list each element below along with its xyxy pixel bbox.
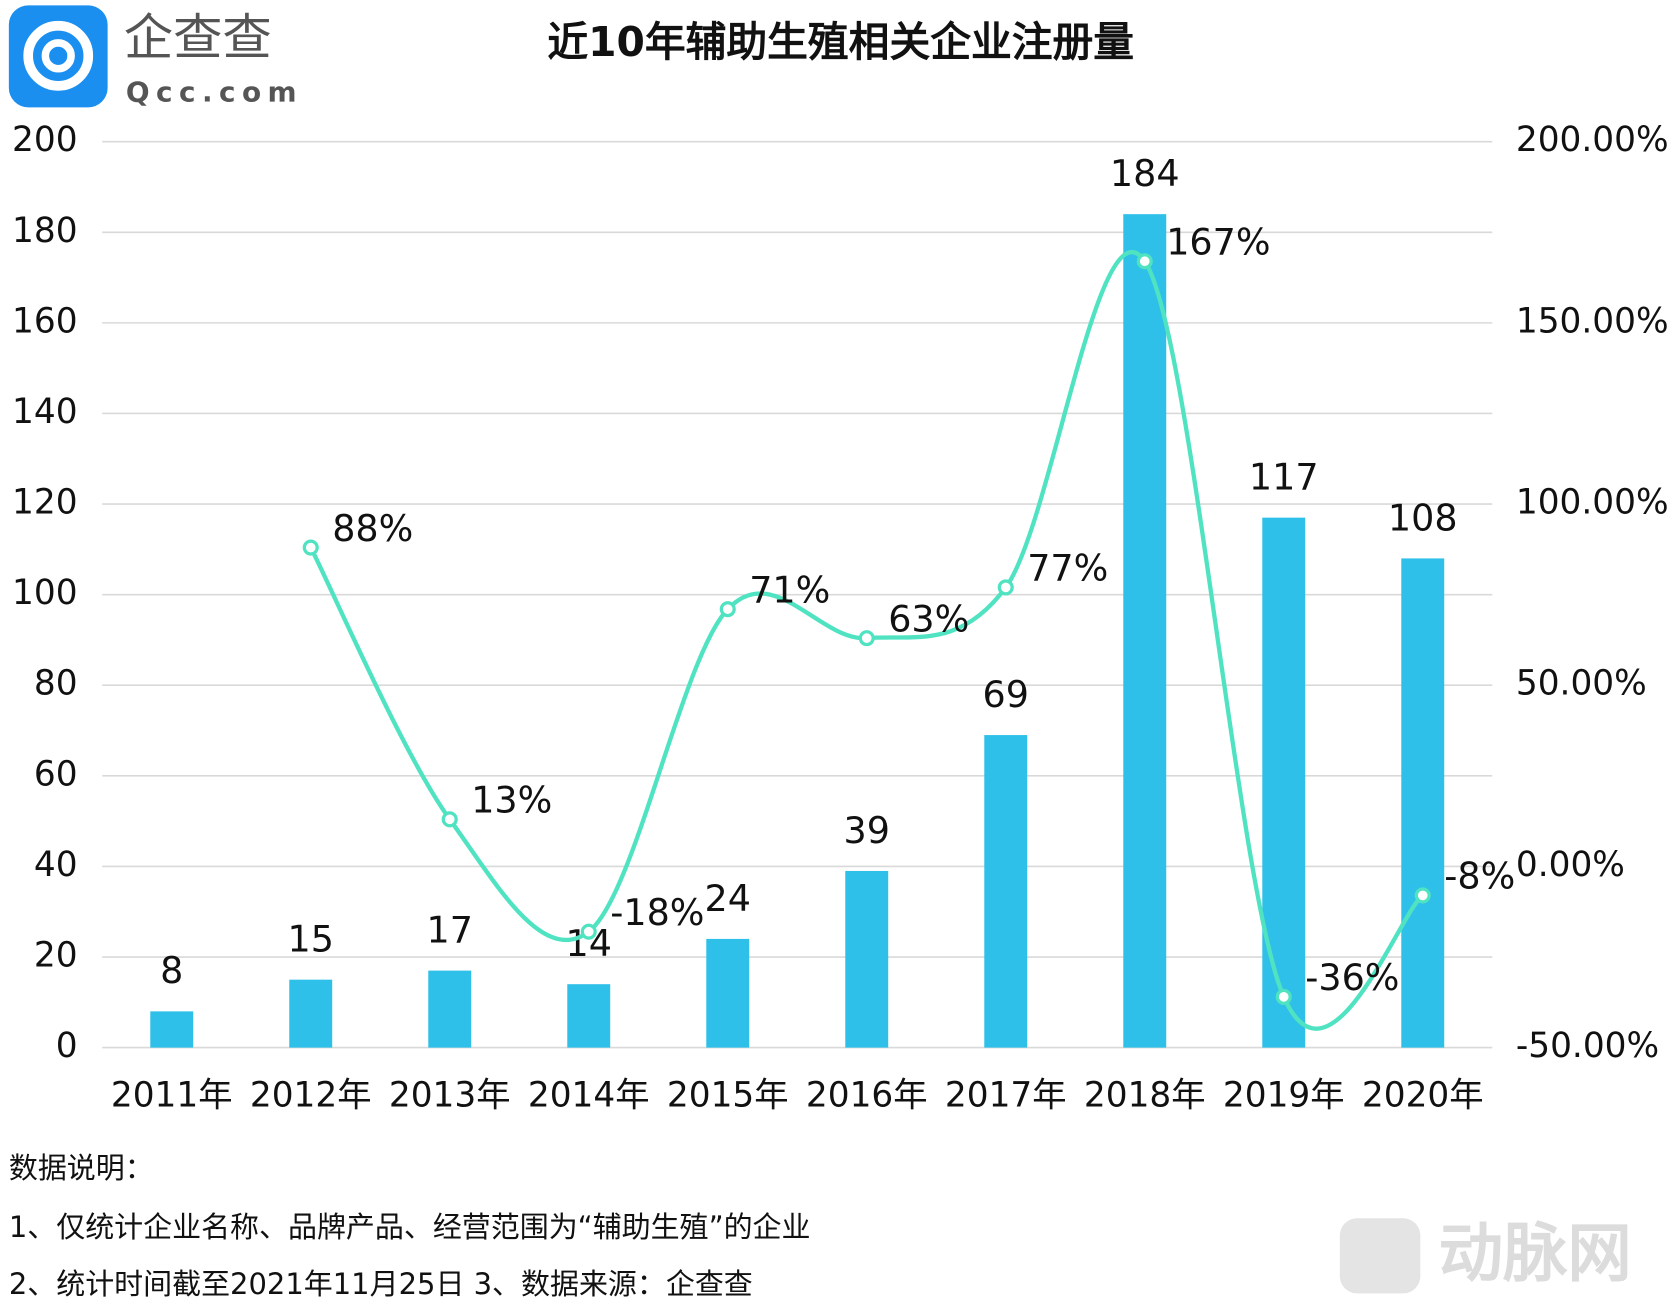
data-label: 117 (1249, 456, 1319, 499)
y-tick-label: 80 (34, 664, 78, 704)
bar (567, 984, 611, 1048)
line-point (441, 811, 458, 828)
line-point (302, 539, 319, 556)
x-tick-label: 2011年 (111, 1075, 233, 1115)
bar (1262, 517, 1306, 1048)
y-tick-label: 60 (34, 754, 78, 794)
line-point (997, 579, 1014, 596)
data-label: -18% (610, 891, 704, 934)
y-tick-label: 120 (12, 483, 78, 523)
y-tick-label: 40 (34, 845, 78, 885)
y-tick-label: 0 (56, 1026, 78, 1066)
y-tick-label: 200 (12, 120, 78, 160)
data-label: 63% (888, 597, 969, 640)
line-point (858, 630, 875, 647)
y2-tick-label: 0.00% (1516, 845, 1625, 885)
y-tick-label: 140 (12, 392, 78, 432)
logo-domain: Qcc.com (126, 75, 303, 108)
x-tick-label: 2018年 (1084, 1075, 1206, 1115)
data-label: -36% (1305, 956, 1399, 999)
logo-name: 企查查 (124, 8, 272, 66)
data-label: 8 (160, 949, 183, 992)
bar (1123, 214, 1167, 1048)
line-point (1136, 253, 1153, 270)
logo-icon-ring (41, 39, 75, 73)
data-label: 77% (1027, 547, 1108, 590)
note: 1、仅统计企业名称、品牌产品、经营范围为“辅助生殖”的企业 (9, 1210, 811, 1244)
bar (150, 1011, 194, 1048)
x-tick-label: 2016年 (806, 1075, 928, 1115)
line-point (580, 923, 597, 940)
line-point (719, 601, 736, 618)
x-tick-label: 2014年 (528, 1075, 650, 1115)
x-tick-label: 2012年 (250, 1075, 372, 1115)
bar (428, 970, 472, 1048)
watermark: 动脉网 (1439, 1217, 1632, 1292)
bar (984, 735, 1028, 1048)
y2-tick-label: 50.00% (1516, 664, 1647, 704)
note: 数据说明： (9, 1151, 154, 1185)
data-label: 13% (471, 779, 552, 822)
line-point (1275, 988, 1292, 1005)
x-tick-label: 2019年 (1223, 1075, 1345, 1115)
chart-title: 近10年辅助生殖相关企业注册量 (547, 18, 1134, 66)
y2-tick-label: 200.00% (1516, 120, 1669, 160)
y-tick-label: 20 (34, 936, 78, 976)
logo-icon (8, 5, 108, 108)
y-tick-label: 180 (12, 211, 78, 251)
data-label: 184 (1110, 152, 1180, 195)
bar (706, 938, 750, 1048)
bar (289, 979, 333, 1048)
data-label: 15 (288, 918, 334, 961)
y-tick-label: 100 (12, 573, 78, 613)
data-label: 108 (1388, 496, 1458, 539)
logo-icon-ring (23, 20, 94, 91)
data-label: -8% (1444, 855, 1515, 898)
y2-tick-label: 150.00% (1516, 301, 1669, 341)
y2-tick-label: -50.00% (1516, 1026, 1659, 1066)
data-label: 167% (1166, 221, 1270, 264)
data-label: 17 (427, 908, 473, 951)
note: 2、统计时间截至2021年11月25日 3、数据来源：企查查 (9, 1267, 753, 1301)
x-tick-label: 2015年 (667, 1075, 789, 1115)
line (308, 250, 1425, 1031)
x-tick-label: 2017年 (945, 1075, 1067, 1115)
line-point (1414, 887, 1431, 904)
bar (1401, 558, 1445, 1048)
x-tick-label: 2020年 (1362, 1075, 1484, 1115)
data-label: 88% (332, 507, 413, 550)
y-tick-label: 160 (12, 301, 78, 341)
x-tick-label: 2013年 (389, 1075, 511, 1115)
watermark-icon (1339, 1218, 1421, 1294)
data-label: 69 (983, 673, 1029, 716)
data-label: 39 (844, 809, 890, 852)
y2-tick-label: 100.00% (1516, 483, 1669, 523)
data-label: 71% (749, 568, 830, 611)
data-label: 24 (705, 877, 751, 920)
bar (845, 870, 889, 1048)
